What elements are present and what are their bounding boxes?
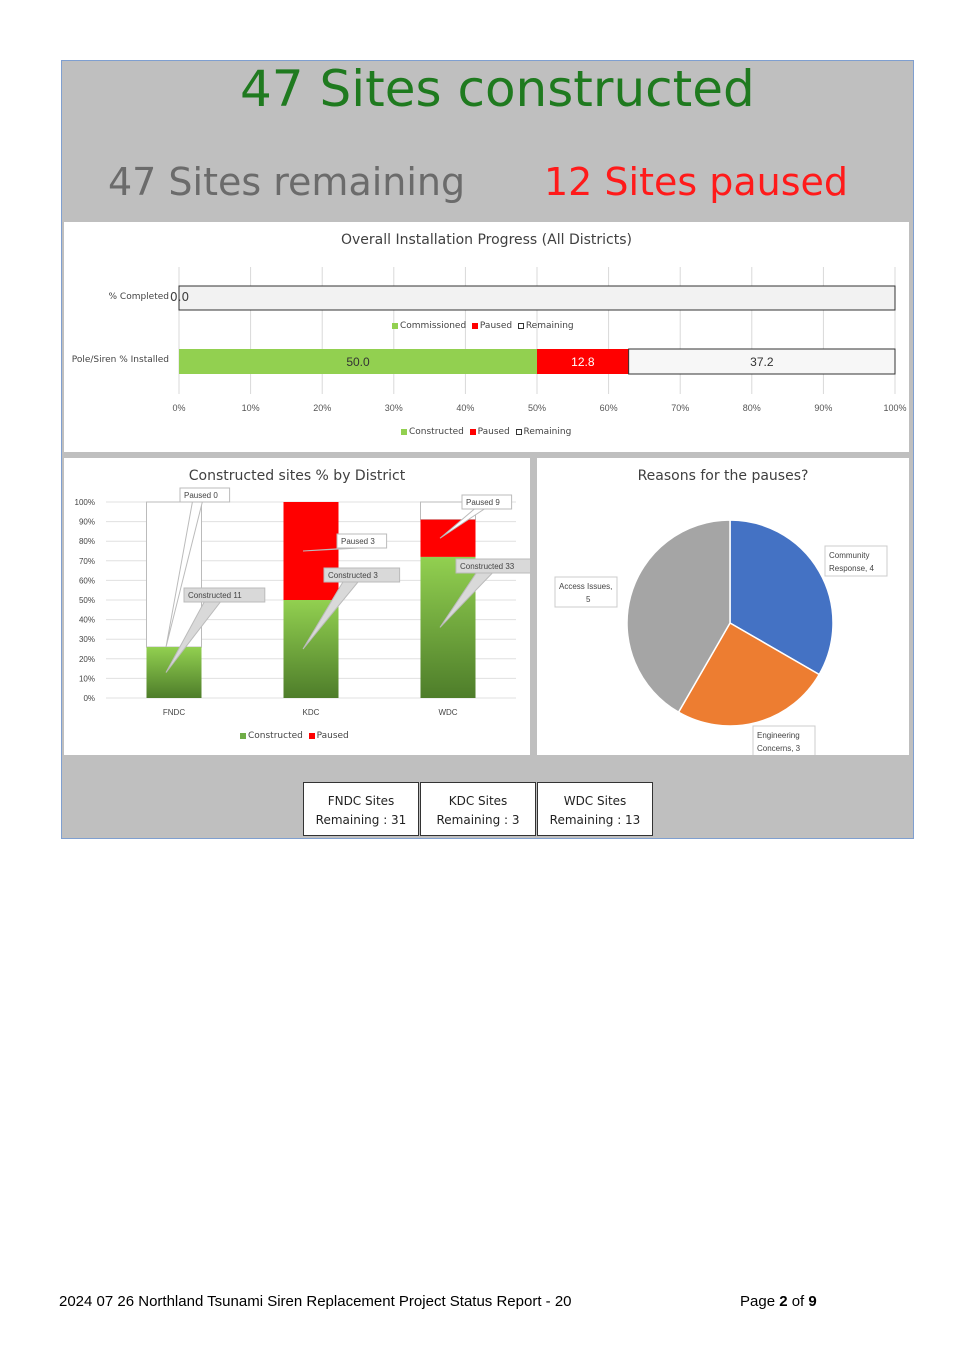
chart-title: Constructed sites % by District	[188, 468, 406, 484]
x-tick-label: WDC	[438, 708, 457, 717]
row-label: % Completed	[108, 292, 170, 302]
x-tick-label: 80%	[743, 403, 761, 413]
pie-label: Access Issues,	[559, 582, 612, 591]
bar-completed-remaining	[178, 285, 896, 311]
wdc-remaining-box: WDC Sites Remaining : 13	[537, 782, 653, 836]
pie-label-box	[824, 545, 888, 577]
legend: Constructed Paused	[240, 731, 349, 741]
box-value: Remaining : 3	[436, 813, 520, 827]
box-title: WDC Sites	[563, 794, 627, 808]
chart-title: Overall Installation Progress (All Distr…	[341, 232, 632, 248]
district-chart: Constructed sites % by District 0% 10% 20%…	[64, 458, 530, 755]
callout-box	[323, 567, 401, 583]
page-number: Page 2 of 9	[740, 1293, 817, 1310]
box-title: FNDC Sites	[327, 794, 395, 808]
pie-slice	[677, 621, 821, 727]
box-value: Remaining : 13	[549, 813, 641, 827]
callout-box	[455, 558, 530, 574]
kdc-remaining-box: KDC Sites Remaining : 3	[420, 782, 536, 836]
data-label: 37.2	[750, 355, 774, 369]
callout-label: Constructed 11	[188, 591, 242, 600]
y-tick-label: 100%	[75, 498, 95, 507]
bar-remaining	[628, 348, 896, 375]
x-tick-label: 60%	[600, 403, 618, 413]
y-tick-label: 60%	[79, 576, 95, 585]
y-tick-label: 30%	[79, 635, 95, 644]
row-label: Pole/Siren % Installed	[71, 355, 169, 365]
x-tick-label: 70%	[671, 403, 689, 413]
box-title: KDC Sites	[448, 794, 508, 808]
y-tick-label: 0%	[83, 694, 95, 703]
callout-label: Paused 3	[341, 537, 375, 546]
y-tick-label: 20%	[79, 655, 95, 664]
district-bars: 0% 10% 20% 30% 40% 50% 60% 70% 80% 90% 100% FNDC KDC…	[75, 487, 530, 717]
pie-label: Engineering	[757, 731, 800, 740]
callout-label: Paused 9	[466, 498, 500, 507]
pie-label-box	[752, 725, 816, 755]
y-tick-label: 90%	[79, 518, 95, 527]
callout-label: Paused 0	[184, 491, 218, 500]
footer-title: 2024 07 26 Northland Tsunami Siren Repla…	[59, 1293, 572, 1310]
pie-slice	[626, 519, 731, 714]
bar-paused	[537, 349, 629, 374]
x-tick-label: 20%	[313, 403, 331, 413]
fndc-remaining-box: FNDC Sites Remaining : 31	[303, 782, 419, 836]
callout-label: Constructed 33	[460, 562, 515, 571]
pie-label: Response, 4	[829, 564, 874, 573]
x-tick-label: 100%	[883, 403, 906, 413]
x-tick-label: KDC	[303, 708, 320, 717]
box-value: Remaining : 31	[315, 813, 407, 827]
callout-box	[183, 587, 266, 603]
y-tick-label: 40%	[79, 616, 95, 625]
x-tick-label: FNDC	[163, 708, 185, 717]
pause-reasons-chart: Reasons for the pauses? Community Respons…	[537, 458, 909, 755]
callout-box	[336, 533, 388, 549]
overall-progress-bars: 0% 10% 20% 30% 40% 50% 60% 70% 80% 90% 100% 50.0 12.…	[172, 267, 907, 413]
bar-constructed	[420, 556, 476, 698]
pie-slice	[729, 519, 834, 676]
callout-box	[461, 494, 513, 510]
x-tick-label: 40%	[456, 403, 474, 413]
legend-top: Commissioned Paused Remaining	[392, 321, 574, 331]
bar-constructed	[146, 647, 202, 698]
data-label: 0.0	[170, 290, 190, 304]
y-tick-label: 50%	[79, 596, 95, 605]
data-label: 12.8	[571, 355, 595, 369]
sites-remaining-heading: 47 Sites remaining	[108, 160, 466, 204]
data-label: 50.0	[346, 355, 370, 369]
overall-progress-chart: Overall Installation Progress (All Distr…	[64, 222, 909, 452]
bar-paused	[420, 519, 476, 557]
callout-label: Constructed 3	[328, 571, 378, 580]
sites-constructed-heading: 47 Sites constructed	[240, 60, 755, 118]
pie: Community Response, 4 Engineering Concerns,…	[554, 519, 888, 755]
x-tick-label: 10%	[242, 403, 260, 413]
x-tick-label: 50%	[528, 403, 546, 413]
chart-title: Reasons for the pauses?	[637, 468, 809, 484]
sites-paused-heading: 12 Sites paused	[544, 160, 849, 204]
y-tick-label: 80%	[79, 537, 95, 546]
pie-label: Community	[829, 551, 869, 560]
y-tick-label: 70%	[79, 557, 95, 566]
x-tick-label: 90%	[814, 403, 832, 413]
pie-label-box	[554, 576, 618, 608]
bar-constructed	[179, 349, 537, 374]
pie-label: Concerns, 3	[757, 744, 801, 753]
x-tick-label: 30%	[385, 403, 403, 413]
legend-bottom: Constructed Paused Remaining	[401, 427, 571, 437]
pie-label: 5	[586, 595, 591, 604]
x-tick-label: 0%	[172, 403, 185, 413]
y-tick-label: 10%	[79, 674, 95, 683]
callout-box	[179, 487, 231, 503]
